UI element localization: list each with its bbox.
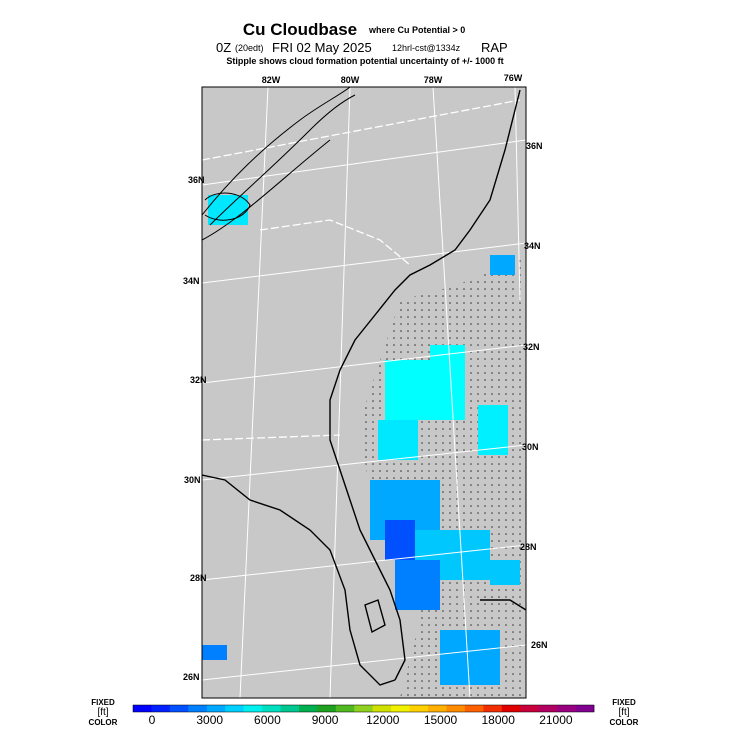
color-box (391, 705, 410, 712)
local-time: (20edt) (235, 43, 264, 53)
color-box (483, 705, 503, 712)
colorbar-tick-label: 6000 (254, 713, 281, 727)
colorbar-frame (132, 704, 595, 713)
color-box (575, 705, 595, 712)
fixed: FIXED (612, 698, 636, 707)
color-box (428, 705, 447, 712)
lat-label: 32N (190, 375, 207, 385)
fixed: FIXED (91, 698, 115, 707)
color-box (354, 705, 374, 712)
lon-label: 80W (341, 75, 360, 85)
lon-label: 78W (424, 75, 443, 85)
color-box (317, 705, 337, 712)
borders (202, 99, 521, 441)
date: FRI 02 May 2025 (272, 40, 372, 55)
colorbar-left-label: FIXED [ft] COLOR (89, 698, 118, 727)
unit: [ft] (97, 707, 108, 718)
coastline (202, 89, 526, 686)
color-box (243, 705, 263, 712)
run-time: 0Z (216, 40, 231, 55)
color-box (557, 705, 576, 712)
note: Stipple shows cloud formation potential … (226, 56, 503, 66)
unit: [ft] (618, 707, 629, 718)
run-info: 12hrl-cst@1334z (392, 43, 461, 53)
lat-label: 30N (184, 475, 201, 485)
color-box (280, 705, 300, 712)
model: RAP (481, 40, 508, 55)
map-frame (201, 86, 527, 699)
color-box (335, 705, 355, 712)
colorbar-tick-label: 15000 (424, 713, 458, 727)
color-box (206, 705, 226, 712)
color-box (372, 705, 392, 712)
lat-label: 32N (523, 342, 540, 352)
lon-labels: 82W 80W 78W 76W (262, 73, 523, 85)
lat-label: 26N (183, 672, 200, 682)
color-box (464, 705, 484, 712)
colorbar-right-label: FIXED [ft] COLOR (610, 698, 639, 727)
color: COLOR (610, 718, 639, 727)
lat-label: 34N (524, 241, 541, 251)
lon-label: 76W (504, 73, 523, 83)
colorbar: 0 3000 6000 9000 12000 15000 18000 21000 (132, 704, 595, 727)
lat-label: 26N (531, 640, 548, 650)
lat-label: 34N (183, 276, 200, 286)
color-box (262, 705, 281, 712)
lat-label: 28N (190, 573, 207, 583)
colorbar-tick-label: 9000 (312, 713, 339, 727)
color-box (520, 705, 539, 712)
color-box (151, 705, 171, 712)
color-box (501, 705, 521, 712)
graticule (202, 87, 526, 698)
lat-label: 30N (522, 442, 539, 452)
title-note: where Cu Potential > 0 (368, 25, 465, 35)
color-box (225, 705, 244, 712)
map (202, 87, 526, 698)
color-box (188, 705, 208, 712)
title: Cu Cloudbase (243, 20, 357, 39)
colorbar-tick-label: 0 (149, 713, 156, 727)
color-box (133, 705, 152, 712)
color-box (409, 705, 429, 712)
cloud-cells (202, 195, 520, 685)
lat-labels-left: 36N 34N 32N 30N 28N 26N (183, 175, 207, 682)
color: COLOR (89, 718, 118, 727)
colorbar-tick-label: 21000 (539, 713, 573, 727)
colorbar-tick-label: 3000 (196, 713, 223, 727)
lat-labels-right: 36N 34N 32N 30N 28N 26N (520, 141, 548, 650)
color-box (538, 705, 558, 712)
lat-label: 36N (526, 141, 543, 151)
lat-label: 28N (520, 542, 537, 552)
colorbar-tick-label: 18000 (482, 713, 516, 727)
color-box (446, 705, 466, 712)
lat-label: 36N (188, 175, 205, 185)
contours (202, 87, 356, 241)
color-box (298, 705, 318, 712)
colorbar-tick-label: 12000 (366, 713, 400, 727)
lon-label: 82W (262, 75, 281, 85)
color-box (169, 705, 189, 712)
